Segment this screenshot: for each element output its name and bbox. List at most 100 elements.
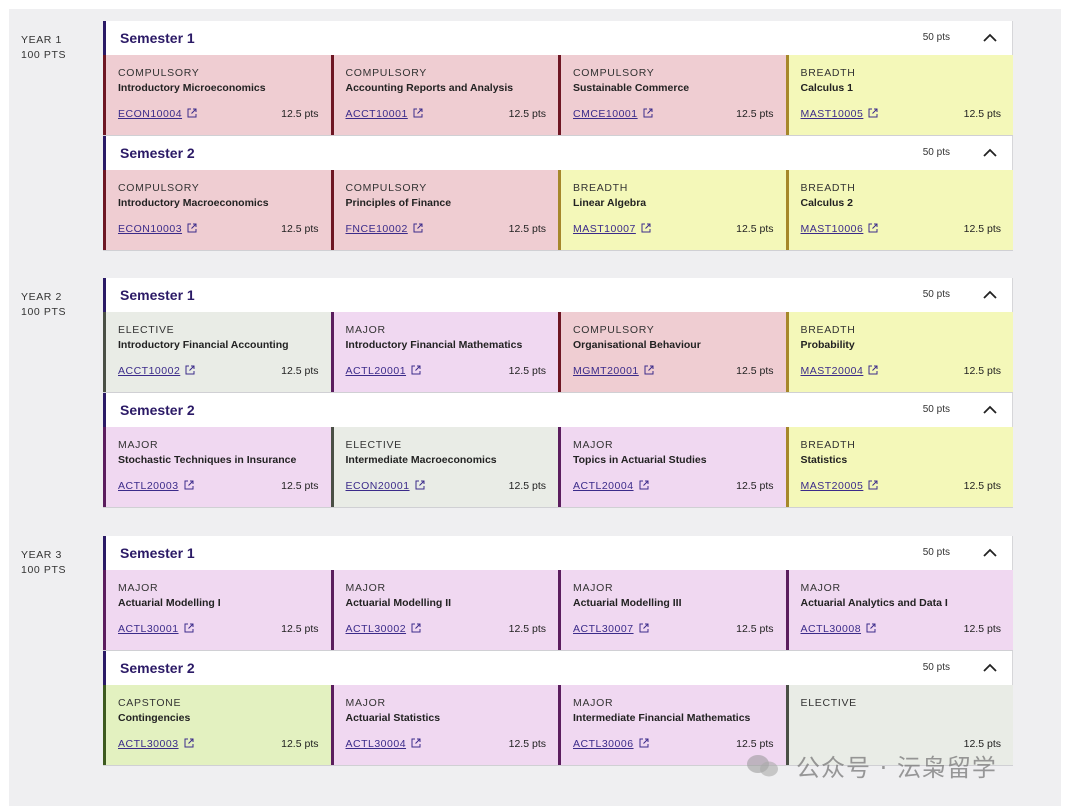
external-link-icon	[413, 108, 423, 118]
unit-card[interactable]: COMPULSORY Principles of Finance FNCE100…	[330, 170, 558, 250]
chevron-up-icon[interactable]	[982, 287, 998, 303]
unit-code-link[interactable]: MGMT20001	[573, 365, 654, 377]
unit-code-link[interactable]: ACTL30004	[346, 738, 422, 750]
unit-category: COMPULSORY	[118, 182, 200, 194]
unit-code-link[interactable]: ECON10004	[118, 108, 197, 120]
unit-card[interactable]: COMPULSORY Introductory Microeconomics E…	[103, 55, 331, 135]
unit-points: 12.5 pts	[281, 223, 319, 235]
external-link-icon	[411, 365, 421, 375]
unit-code-link[interactable]: ACTL30001	[118, 623, 194, 635]
unit-name: Introductory Microeconomics	[118, 82, 266, 94]
chevron-up-icon[interactable]	[982, 402, 998, 418]
unit-category: BREADTH	[800, 439, 856, 451]
semester-header[interactable]: Semester 1 50 pts	[103, 21, 1013, 55]
unit-points: 12.5 pts	[281, 108, 319, 120]
semester-points: 50 pts	[922, 147, 950, 158]
year-points: 100 PTS	[21, 49, 67, 61]
unit-name: Linear Algebra	[573, 197, 647, 209]
unit-code-link[interactable]: MAST10006	[801, 223, 879, 235]
unit-card[interactable]: COMPULSORY Accounting Reports and Analys…	[330, 55, 558, 135]
unit-card[interactable]: COMPULSORY Introductory Macroeconomics E…	[103, 170, 331, 250]
unit-card[interactable]: COMPULSORY Organisational Behaviour MGMT…	[558, 312, 786, 392]
semester-header[interactable]: Semester 2 50 pts	[103, 393, 1013, 427]
unit-card[interactable]: MAJOR Introductory Financial Mathematics…	[330, 312, 558, 392]
unit-code-link[interactable]: ACTL30007	[573, 623, 649, 635]
chevron-up-icon[interactable]	[982, 30, 998, 46]
external-link-icon	[185, 365, 195, 375]
external-link-icon	[868, 223, 878, 233]
unit-card[interactable]: MAJOR Actuarial Modelling III ACTL30007 …	[558, 570, 786, 650]
unit-card[interactable]: COMPULSORY Sustainable Commerce CMCE1000…	[558, 55, 786, 135]
unit-card[interactable]: MAJOR Actuarial Statistics ACTL30004 12.…	[330, 685, 558, 765]
semester-title: Semester 2	[120, 402, 195, 418]
unit-card[interactable]: ELECTIVE Intermediate Macroeconomics ECO…	[330, 427, 558, 507]
external-link-icon	[187, 108, 197, 118]
semester-points: 50 pts	[922, 404, 950, 415]
unit-code-link[interactable]: MAST10005	[801, 108, 879, 120]
semester-header[interactable]: Semester 2 50 pts	[103, 136, 1013, 170]
unit-card[interactable]: MAJOR Stochastic Techniques in Insurance…	[103, 427, 331, 507]
unit-code-link[interactable]: MAST20004	[801, 365, 879, 377]
unit-name: Actuarial Statistics	[345, 712, 441, 724]
year-label: YEAR 2 100 PTS	[21, 290, 66, 320]
unit-code-link[interactable]: ACTL30002	[346, 623, 422, 635]
semester-title: Semester 1	[120, 287, 195, 303]
unit-code-link[interactable]: ACCT10002	[118, 365, 195, 377]
unit-card[interactable]: CAPSTONE Contingencies ACTL30003 12.5 pt…	[103, 685, 331, 765]
semester-header[interactable]: Semester 1 50 pts	[103, 536, 1013, 570]
unit-category: MAJOR	[118, 439, 159, 451]
unit-card[interactable]: MAJOR Actuarial Modelling I ACTL30001 12…	[103, 570, 331, 650]
unit-name: Intermediate Financial Mathematics	[573, 712, 751, 724]
unit-card[interactable]: ELECTIVE 12.5 pts	[785, 685, 1013, 765]
unit-code-link[interactable]: ACTL30008	[801, 623, 877, 635]
unit-name: Introductory Financial Mathematics	[345, 339, 523, 351]
unit-card[interactable]: MAJOR Actuarial Modelling II ACTL30002 1…	[330, 570, 558, 650]
unit-card[interactable]: BREADTH Calculus 1 MAST10005 12.5 pts	[785, 55, 1013, 135]
unit-code-link[interactable]: ACTL20003	[118, 480, 194, 492]
chevron-up-icon[interactable]	[982, 145, 998, 161]
unit-name: Calculus 1	[800, 82, 854, 94]
semester-header[interactable]: Semester 2 50 pts	[103, 651, 1013, 685]
chevron-up-icon[interactable]	[982, 660, 998, 676]
unit-code-link[interactable]: MAST10007	[573, 223, 651, 235]
unit-name: Accounting Reports and Analysis	[345, 82, 514, 94]
unit-name: Probability	[800, 339, 855, 351]
unit-points: 12.5 pts	[281, 480, 319, 492]
semester-points: 50 pts	[922, 547, 950, 558]
semester-title: Semester 2	[120, 660, 195, 676]
unit-code-link[interactable]: MAST20005	[801, 480, 879, 492]
semester-points: 50 pts	[922, 289, 950, 300]
unit-code-link[interactable]: CMCE10001	[573, 108, 653, 120]
semester-panel: Semester 1 50 pts ELECTIVE Introductory …	[103, 278, 1013, 393]
chevron-up-icon[interactable]	[982, 545, 998, 561]
unit-row: MAJOR Stochastic Techniques in Insurance…	[103, 427, 1013, 508]
unit-code-link[interactable]: ECON10003	[118, 223, 197, 235]
watermark: 公众号 · 沄枭留学	[796, 754, 997, 782]
unit-code-link[interactable]: ACCT10001	[346, 108, 423, 120]
unit-code-link[interactable]: ECON20001	[346, 480, 425, 492]
unit-points: 12.5 pts	[963, 738, 1001, 750]
unit-card[interactable]: BREADTH Probability MAST20004 12.5 pts	[785, 312, 1013, 392]
unit-card[interactable]: BREADTH Linear Algebra MAST10007 12.5 pt…	[558, 170, 786, 250]
unit-points: 12.5 pts	[508, 738, 546, 750]
unit-category: MAJOR	[345, 697, 386, 709]
unit-code-link[interactable]: FNCE10002	[346, 223, 423, 235]
unit-card[interactable]: MAJOR Intermediate Financial Mathematics…	[558, 685, 786, 765]
unit-card[interactable]: MAJOR Actuarial Analytics and Data I ACT…	[785, 570, 1013, 650]
unit-code-link[interactable]: ACTL20004	[573, 480, 649, 492]
semester-panel: Semester 1 50 pts COMPULSORY Introductor…	[103, 21, 1013, 136]
unit-row: MAJOR Actuarial Modelling I ACTL30001 12…	[103, 570, 1013, 651]
unit-code-link[interactable]: ACTL30006	[573, 738, 649, 750]
unit-card[interactable]: BREADTH Calculus 2 MAST10006 12.5 pts	[785, 170, 1013, 250]
unit-name: Topics in Actuarial Studies	[573, 454, 707, 466]
unit-code-link[interactable]: ACTL20001	[346, 365, 422, 377]
unit-card[interactable]: BREADTH Statistics MAST20005 12.5 pts	[785, 427, 1013, 507]
unit-card[interactable]: MAJOR Topics in Actuarial Studies ACTL20…	[558, 427, 786, 507]
semester-header[interactable]: Semester 1 50 pts	[103, 278, 1013, 312]
unit-points: 12.5 pts	[508, 623, 546, 635]
year-title: YEAR 2	[21, 291, 62, 303]
unit-code-link[interactable]: ACTL30003	[118, 738, 194, 750]
unit-category: MAJOR	[345, 324, 386, 336]
unit-card[interactable]: ELECTIVE Introductory Financial Accounti…	[103, 312, 331, 392]
year-points: 100 PTS	[21, 564, 67, 576]
